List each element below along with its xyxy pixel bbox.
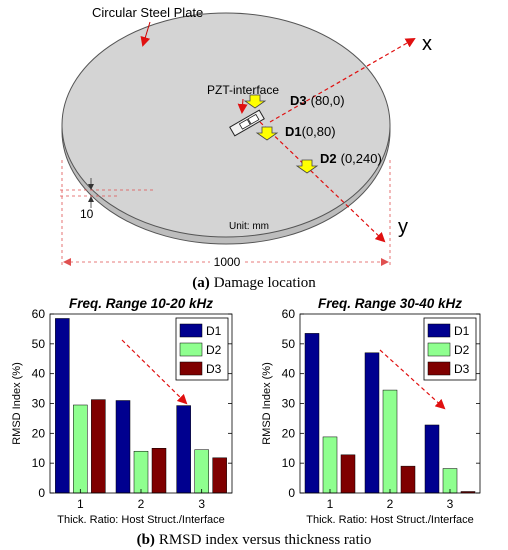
y-axis-title: RMSD Index (%) [11, 362, 23, 445]
chart-10-20khz: 0 10 20 30 40 50 60 1 2 3 Thick. Ratio: Host Struc… [11, 296, 233, 526]
x-axis-title: Thick. Ratio: Host Struct./Interface [57, 514, 225, 526]
legend-swatch-d2 [427, 342, 451, 357]
d3-marker-icon [243, 94, 267, 109]
legend-swatch-d1 [427, 323, 451, 338]
bar-d2-2 [382, 389, 398, 494]
diameter-arrow-left-icon [63, 258, 71, 266]
bar-d1-2 [364, 352, 380, 494]
bar-d3-1 [91, 399, 106, 494]
y-tick-label: 10 [32, 456, 46, 470]
y-tick-label: 60 [282, 307, 296, 321]
d2-marker-icon [295, 159, 319, 174]
d1-label: D1(0,80) [285, 124, 336, 139]
y-tick-label: 40 [282, 367, 296, 381]
chart-30-40khz: 0 10 20 30 40 50 60 1 2 3 Thick. Ratio: Host Struc… [261, 296, 481, 526]
legend-swatch-d2 [179, 342, 203, 357]
y-tick-label: 20 [32, 426, 46, 440]
y-tick-label: 30 [32, 397, 46, 411]
trend-arrow [121, 339, 188, 405]
interface-label: PZT-interface [207, 83, 279, 97]
x-tick-label: 2 [387, 497, 394, 511]
diameter-arrow-right-icon [381, 258, 389, 266]
y-tick-label: 50 [282, 337, 296, 351]
plate-label: Circular Steel Plate [92, 5, 203, 20]
y-tick-label: 0 [288, 486, 295, 500]
bar-d3-2 [400, 465, 416, 494]
chart-title: Freq. Range 10-20 kHz [69, 296, 213, 311]
d2-label: D2 (0,240) [320, 151, 382, 166]
bar-d1-2 [115, 400, 131, 494]
y-tick-label: 20 [282, 426, 296, 440]
legend-swatch-d1 [179, 323, 203, 338]
thickness-dim-label: 10 [80, 207, 94, 221]
legend-label-d1: D1 [206, 324, 222, 338]
x-axis-title: Thick. Ratio: Host Struct./Interface [306, 514, 474, 526]
bar-d3-2 [151, 448, 167, 494]
bar-d1-1 [304, 333, 320, 494]
pzt-interface [229, 109, 265, 137]
d3-label: D3 (80,0) [290, 93, 345, 108]
x-tick-label: 3 [447, 497, 454, 511]
plate-diagram: Circular Steel Plate x y PZT-interface D… [60, 5, 432, 269]
bar-d3-3 [212, 457, 227, 494]
legend-label-d1: D1 [454, 324, 470, 338]
caption-b: (b) RMSD index versus thickness ratio [137, 532, 372, 548]
legend-label-d2: D2 [206, 343, 222, 357]
d1-marker-icon [255, 126, 279, 141]
x-tick-label: 2 [138, 497, 145, 511]
bar-d2-2 [133, 450, 149, 494]
diameter-dim-label: 1000 [214, 255, 241, 269]
bar-d2-1 [322, 436, 338, 494]
interface-label-arrow [237, 98, 248, 114]
y-tick-label: 30 [282, 397, 296, 411]
y-tick-label: 60 [32, 307, 46, 321]
y-tick-label: 10 [282, 456, 296, 470]
x-tick-label: 3 [198, 497, 205, 511]
y-axis-label: y [398, 216, 408, 238]
legend-label-d3: D3 [454, 362, 470, 376]
plate-top [61, 12, 391, 238]
trend-arrow [379, 349, 446, 410]
y-tick-label: 0 [38, 486, 45, 500]
x-axis-label: x [422, 33, 432, 55]
bar-d3-1 [340, 454, 356, 494]
bar-d1-3 [424, 424, 440, 494]
bar-d1-1 [55, 318, 70, 494]
legend-swatch-d3 [427, 361, 451, 376]
bar-d1-3 [176, 405, 191, 494]
caption-a: (a) Damage location [192, 275, 316, 291]
chart-title: Freq. Range 30-40 kHz [318, 296, 462, 311]
unit-label: Unit: mm [229, 221, 269, 232]
bar-d2-1 [73, 404, 88, 494]
x-tick-label: 1 [77, 497, 84, 511]
bar-d2-3 [194, 449, 209, 494]
legend-label-d3: D3 [206, 362, 222, 376]
x-tick-label: 1 [327, 497, 334, 511]
y-tick-label: 50 [32, 337, 46, 351]
legend-label-d2: D2 [454, 343, 470, 357]
y-tick-label: 40 [32, 367, 46, 381]
y-axis-arrow [259, 121, 386, 243]
y-axis-title: RMSD Index (%) [261, 362, 273, 445]
plate-label-arrow [140, 21, 151, 47]
legend-swatch-d3 [179, 361, 203, 376]
